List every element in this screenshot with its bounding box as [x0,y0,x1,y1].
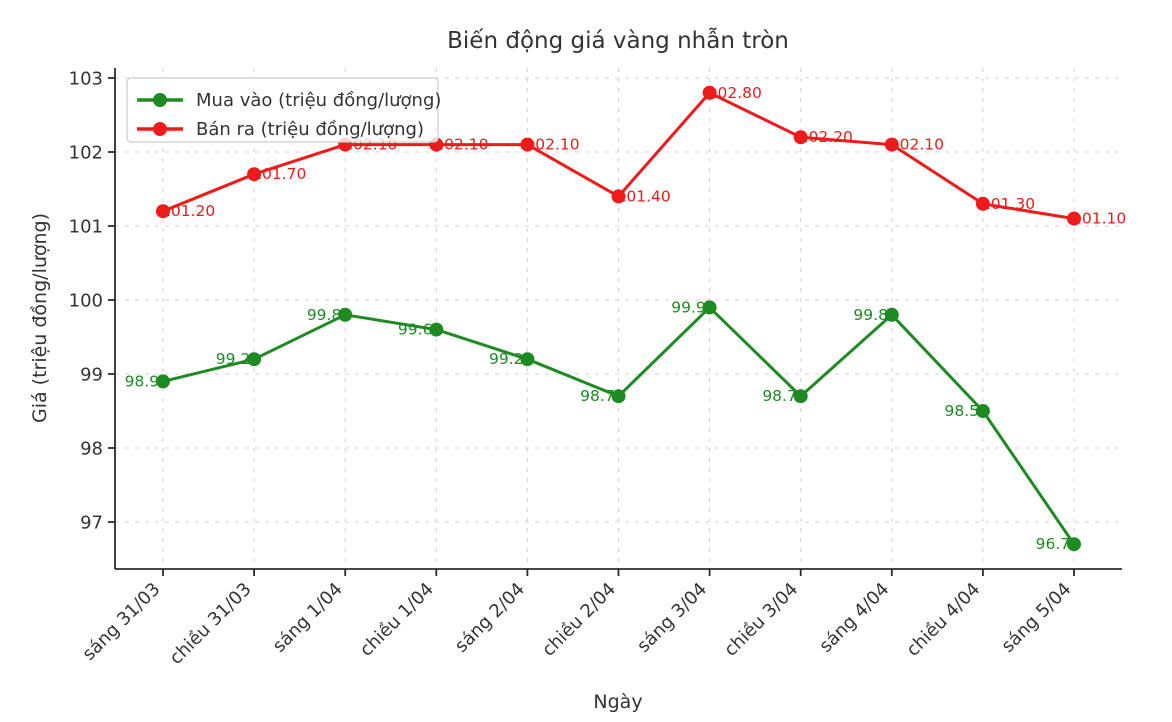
grid-layer [115,68,1122,569]
x-tick-label: sáng 31/03 [78,579,164,665]
data-point [247,167,262,182]
data-point [884,137,899,152]
data-point-label: 102.10 [890,136,944,154]
x-tick-label: sáng 3/04 [633,579,711,657]
y-tick-label: 97 [80,513,103,534]
data-point-label: 99.20 [216,350,260,368]
data-point [1067,537,1081,552]
x-tick-label: chiều 31/03 [166,579,256,669]
data-point-label: 99.60 [398,321,442,339]
data-point [611,389,626,404]
x-tick-label: chiều 2/04 [538,579,620,661]
data-point [975,404,990,418]
data-point-label: 102.20 [799,128,853,146]
data-point [793,389,808,404]
data-point-label: 99.20 [489,350,533,368]
legend-label: Bán ra (triệu đồng/lượng) [196,119,424,140]
data-point-label: 102.10 [525,136,579,154]
legend-marker [153,93,167,107]
data-point [156,374,170,389]
legend-item: Mua vào (triệu đồng/lượng) [137,90,441,111]
x-axis-label: Ngày [593,691,642,713]
data-point [429,322,444,337]
data-point-label: 99.90 [671,298,715,316]
data-point [702,85,717,100]
x-tick-label: sáng 1/04 [269,579,347,657]
data-point [338,307,353,322]
series-layer: 98.90 99.20 99.80 99.60 99.20 98.70 99.90 98.70… [125,84,1127,553]
data-point-label: 99.80 [853,306,897,324]
x-tick-label: sáng 2/04 [451,579,529,657]
x-tick-label: sáng 4/04 [815,579,893,657]
y-tick-label: 99 [80,365,103,386]
y-tick-label: 98 [80,439,103,460]
legend: Mua vào (triệu đồng/lượng) Bán ra (triệu … [126,77,441,143]
data-point [247,352,262,367]
x-tick-label: sáng 5/04 [997,579,1075,657]
y-tick-label: 102 [69,143,103,164]
y-tick-label: 101 [69,217,103,238]
data-point-label: 102.10 [434,136,488,154]
data-point [975,196,990,211]
data-point-label: 96.70 [1036,535,1080,553]
data-point [1067,211,1081,226]
data-point [156,204,170,219]
data-point-label: 98.70 [580,387,624,405]
legend-box [126,77,439,143]
legend-item: Bán ra (triệu đồng/lượng) [137,119,424,140]
data-point-label: 101.40 [617,187,671,205]
data-point [884,307,899,322]
data-point [702,300,717,315]
y-tick-label: 100 [69,291,103,312]
data-point-label: 101.20 [161,202,215,220]
y-axis-label: Giá (triệu đồng/lượng) [29,213,51,423]
data-point-label: 101.70 [252,165,306,183]
data-point [793,130,808,145]
x-tick-label: chiều 1/04 [356,579,438,661]
x-tick-label: chiều 3/04 [720,579,802,661]
data-point-label: 98.90 [125,372,169,390]
legend-label: Mua vào (triệu đồng/lượng) [196,90,441,111]
data-point [611,189,626,204]
y-tick-label: 103 [69,69,103,90]
chart-title: Biến động giá vàng nhẫn tròn [447,26,789,54]
data-point-label: 98.70 [762,387,806,405]
data-point-label: 98.50 [945,402,989,420]
data-point-label: 101.10 [1072,210,1126,228]
data-point-label: 102.80 [708,84,762,102]
x-tick-label: chiều 4/04 [902,579,984,661]
data-point [520,137,535,152]
legend-marker [153,122,167,136]
data-point-label: 101.30 [981,195,1035,213]
data-point-label: 99.80 [307,306,351,324]
data-point [520,352,535,367]
